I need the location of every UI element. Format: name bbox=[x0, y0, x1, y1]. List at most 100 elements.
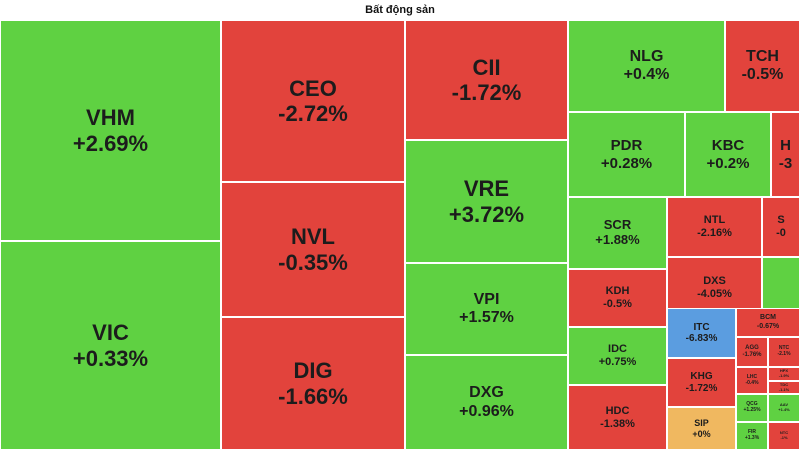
tile-ticker: DXS bbox=[703, 274, 726, 287]
tile-change: +0.28% bbox=[600, 154, 653, 172]
tile-dxs[interactable]: DXS -4.05% bbox=[667, 257, 762, 318]
tile-pdr[interactable]: PDR +0.28% bbox=[568, 112, 685, 197]
tile-ticker: AAV bbox=[779, 402, 789, 408]
tile-ticker: ITC bbox=[693, 321, 710, 333]
tile-change: -3 bbox=[778, 154, 793, 172]
tile-ntc[interactable]: NTC -1% bbox=[768, 422, 800, 450]
tile-change: -0.35% bbox=[278, 249, 348, 275]
tile-ticker: NTC bbox=[779, 430, 789, 436]
tile-ticker: VRE bbox=[463, 176, 510, 202]
tile-qcg[interactable]: QCG +1.25% bbox=[736, 394, 768, 422]
tile-nvl[interactable]: NVL -0.35% bbox=[221, 182, 405, 317]
tile-ticker: KHG bbox=[690, 371, 713, 382]
tile-ticker: HDC bbox=[605, 404, 630, 417]
tile-change: +2.69% bbox=[72, 130, 149, 156]
tile-change: -0.5% bbox=[603, 298, 632, 310]
tile-change: -1.38% bbox=[600, 417, 635, 430]
tile-change: -2.72% bbox=[278, 101, 348, 126]
tile-change: +0.75% bbox=[598, 356, 637, 368]
tile-ntl[interactable]: NTL -2.16% bbox=[667, 197, 762, 257]
tile-change: +0.33% bbox=[72, 345, 149, 371]
tile-s[interactable]: S -0 bbox=[762, 197, 800, 257]
tile-h[interactable]: H -3 bbox=[771, 112, 800, 197]
tile-change: +0.4% bbox=[623, 66, 670, 83]
tile-ticker: VPI bbox=[473, 290, 500, 308]
tile-hpx[interactable]: HPX -1.9% bbox=[768, 367, 800, 381]
tile-idc[interactable]: IDC +0.75% bbox=[568, 327, 667, 385]
tile-ticker: NVL bbox=[291, 224, 335, 250]
tile-change: -0.5% bbox=[741, 66, 784, 83]
tile-ticker: VIC bbox=[92, 320, 129, 346]
tile-khg[interactable]: KHG -1.72% bbox=[667, 358, 736, 407]
tile-ticker: HPX bbox=[779, 368, 789, 374]
tile-fir[interactable]: FIR +1.3% bbox=[736, 422, 768, 450]
tile-ticker: NTC bbox=[778, 345, 790, 352]
tile-ticker: SIP bbox=[694, 418, 709, 429]
tile-vhm[interactable]: VHM +2.69% bbox=[0, 20, 221, 241]
tile-ticker: NLG bbox=[629, 47, 664, 65]
tile-tdc[interactable]: TDC -1.1% bbox=[768, 381, 800, 394]
tile-change: +1.57% bbox=[459, 309, 514, 326]
tile-ticker: TCH bbox=[746, 47, 779, 65]
tile-cii[interactable]: CII -1.72% bbox=[405, 20, 568, 140]
tile-ticker: NTL bbox=[703, 214, 726, 227]
tile-ticker: QCG bbox=[746, 401, 758, 408]
tile-change: +1.4% bbox=[778, 407, 790, 412]
tile-ticker: IDC bbox=[608, 343, 627, 356]
tile-ticker: VHM bbox=[86, 105, 135, 131]
tile-change: -1% bbox=[780, 435, 788, 440]
tile-aav[interactable]: AAV +1.4% bbox=[768, 394, 800, 422]
tile-change: -1.66% bbox=[278, 383, 348, 409]
tile-hdc[interactable]: HDC -1.38% bbox=[568, 385, 667, 450]
tile-change: -1.76% bbox=[742, 352, 762, 358]
tile-change: -1.72% bbox=[685, 382, 718, 394]
tile-vre[interactable]: VRE +3.72% bbox=[405, 140, 568, 263]
tile-ticker: PDR bbox=[610, 137, 643, 155]
tile-lhc[interactable]: LHC -0.4% bbox=[736, 367, 768, 394]
tile-ticker: H bbox=[780, 137, 791, 155]
treemap: VHM +2.69% VIC +0.33% CEO -2.72% NVL -0.35% DIG -… bbox=[0, 20, 800, 450]
tile-bcm[interactable]: BCM -0.67% bbox=[736, 308, 800, 337]
tile-vic[interactable]: VIC +0.33% bbox=[0, 241, 221, 450]
tile-change: -2.1% bbox=[777, 351, 791, 357]
tile-change: +0.2% bbox=[706, 154, 750, 172]
tile-ticker: TDC bbox=[779, 381, 789, 387]
tile-change: -0 bbox=[776, 227, 786, 239]
tile-ticker: AGG bbox=[745, 345, 759, 352]
tile-change: +1.3% bbox=[744, 435, 760, 441]
tile-ceo[interactable]: CEO -2.72% bbox=[221, 20, 405, 182]
tile-nlg[interactable]: NLG +0.4% bbox=[568, 20, 725, 112]
tile-scr[interactable]: SCR +1.88% bbox=[568, 197, 667, 269]
tile-change: -1.9% bbox=[778, 373, 790, 378]
tile-agg[interactable]: AGG -1.76% bbox=[736, 337, 768, 367]
tile-ticker: DXG bbox=[469, 384, 504, 402]
tile-ticker: LHC bbox=[746, 373, 758, 380]
tile-kbc[interactable]: KBC +0.2% bbox=[685, 112, 771, 197]
tile-dxg[interactable]: DXG +0.96% bbox=[405, 355, 568, 450]
tile-change: -1.72% bbox=[451, 80, 522, 105]
tile-change: -0.4% bbox=[745, 379, 759, 386]
tile-vpi[interactable]: VPI +1.57% bbox=[405, 263, 568, 355]
tile-change: -6.83% bbox=[685, 333, 718, 344]
tile-ticker: CII bbox=[472, 54, 501, 80]
tile-ticker: CEO bbox=[289, 75, 337, 101]
tile-change: +1.25% bbox=[743, 407, 761, 413]
tile-tch[interactable]: TCH -0.5% bbox=[725, 20, 800, 112]
tile-kdh[interactable]: KDH -0.5% bbox=[568, 269, 667, 327]
tile-ticker: S bbox=[777, 214, 785, 227]
tile-change: +1.88% bbox=[595, 232, 640, 247]
tile-dig[interactable]: DIG -1.66% bbox=[221, 317, 405, 450]
tile-ticker: SCR bbox=[603, 217, 632, 233]
tile-change: -4.05% bbox=[697, 287, 732, 300]
tile-change: -2.16% bbox=[697, 227, 732, 239]
tile-ticker: BCM bbox=[760, 314, 776, 322]
tile-ticker: KDH bbox=[605, 285, 630, 298]
tile-ntc[interactable]: NTC -2.1% bbox=[768, 337, 800, 367]
tile-ticker: FIR bbox=[747, 429, 757, 436]
tile-change: +0% bbox=[692, 428, 711, 439]
tile-change: +0.96% bbox=[459, 402, 514, 420]
tile-itc[interactable]: ITC -6.83% bbox=[667, 308, 736, 358]
tile-ticker: DIG bbox=[293, 358, 333, 384]
tile-sip[interactable]: SIP +0% bbox=[667, 407, 736, 450]
tile-change: -1.1% bbox=[778, 386, 790, 392]
